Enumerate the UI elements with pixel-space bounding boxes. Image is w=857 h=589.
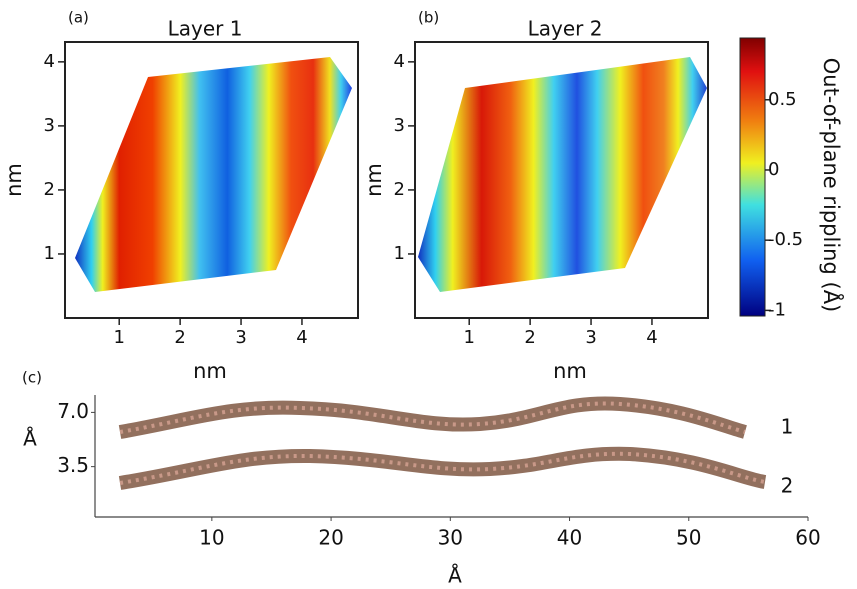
x-tick-label: 20 xyxy=(318,526,343,550)
colorbar-tick-label: 0.5 xyxy=(768,89,797,110)
x-axis-label: Å xyxy=(448,564,462,588)
x-tick-label: 60 xyxy=(795,526,820,550)
y-axis-label: nm xyxy=(2,163,26,197)
x-tick-label: 2 xyxy=(174,327,185,348)
layer-label: 1 xyxy=(781,415,794,439)
layer-atoms xyxy=(119,401,746,434)
x-tick-label: 1 xyxy=(113,327,124,348)
y-tick-label: 2 xyxy=(394,179,405,200)
y-tick-label: 3 xyxy=(394,115,405,136)
x-tick-label: 4 xyxy=(646,327,657,348)
axes-box xyxy=(414,41,709,319)
colorbar-label: Out-of-plane rippling (Å) xyxy=(819,58,845,313)
panel-label: (b) xyxy=(418,9,439,27)
y-tick-label: 4 xyxy=(44,51,55,72)
x-axis-label: nm xyxy=(553,359,587,383)
panel-label: (a) xyxy=(68,9,89,27)
colorbar-tick-label: -0.5 xyxy=(768,229,803,250)
axes-box xyxy=(64,41,359,319)
y-tick-label: 3 xyxy=(44,115,55,136)
y-tick-label: 1 xyxy=(394,243,405,264)
layer-ribbon xyxy=(118,446,767,490)
y-axis-label: Å xyxy=(23,427,37,451)
panel-title: Layer 2 xyxy=(528,17,603,41)
colorbar-tick-label: -1 xyxy=(768,299,786,320)
y-tick-label: 3.5 xyxy=(57,453,89,477)
x-tick-label: 3 xyxy=(235,327,246,348)
x-axis-label: nm xyxy=(193,359,227,383)
x-tick-label: 3 xyxy=(585,327,596,348)
x-tick-label: 40 xyxy=(557,526,582,550)
y-tick-label: 4 xyxy=(394,51,405,72)
x-tick-label: 4 xyxy=(296,327,307,348)
x-tick-label: 10 xyxy=(199,526,224,550)
y-tick-label: 1 xyxy=(44,243,55,264)
heatmap-b xyxy=(418,57,707,292)
y-tick-label: 2 xyxy=(44,179,55,200)
x-tick-label: 50 xyxy=(676,526,701,550)
colorbar xyxy=(739,37,766,317)
x-tick-label: 2 xyxy=(524,327,535,348)
x-tick-label: 30 xyxy=(438,526,463,550)
panel-title: Layer 1 xyxy=(168,17,243,41)
y-tick-label: 7.0 xyxy=(57,399,89,423)
layer-label: 2 xyxy=(781,474,794,498)
y-axis-label: nm xyxy=(362,163,386,197)
x-tick-label: 1 xyxy=(463,327,474,348)
heatmap-a xyxy=(75,57,352,292)
colorbar-tick-label: 0 xyxy=(768,159,779,180)
panel-label: (c) xyxy=(22,369,42,387)
